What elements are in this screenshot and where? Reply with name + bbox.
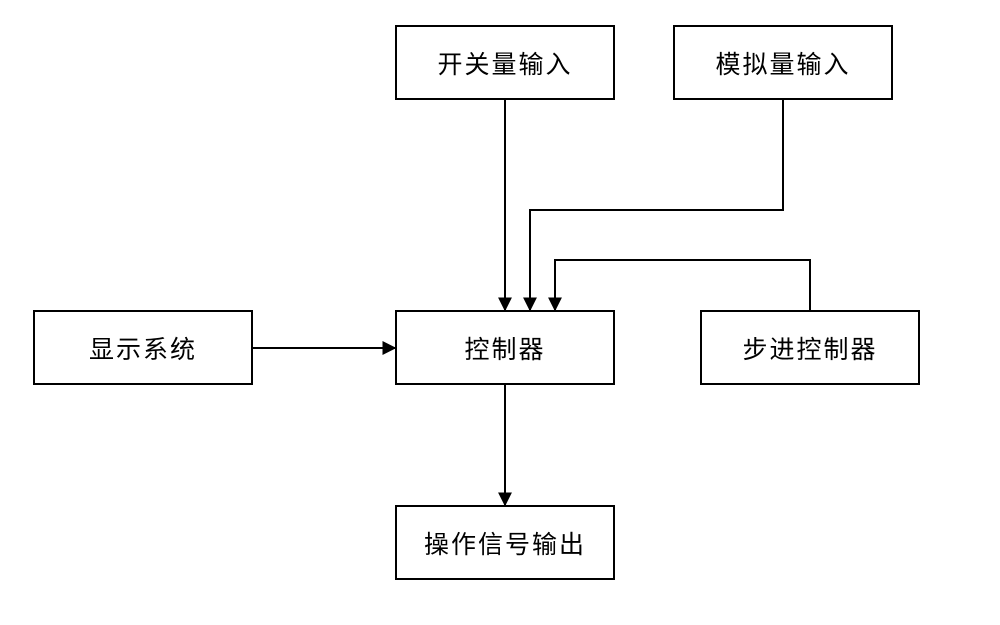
node-label: 开关量输入 [437,45,572,81]
node-display-system: 显示系统 [33,310,253,385]
node-step-controller: 步进控制器 [700,310,920,385]
node-label: 步进控制器 [742,330,877,366]
node-label: 显示系统 [89,330,197,366]
node-analog-input: 模拟量输入 [673,25,893,100]
edge [555,260,810,310]
diagram-canvas: 开关量输入 模拟量输入 显示系统 控制器 步进控制器 操作信号输出 [0,0,1000,625]
node-label: 模拟量输入 [715,45,850,81]
node-controller: 控制器 [395,310,615,385]
edge [530,100,783,310]
node-label: 操作信号输出 [424,525,586,561]
node-label: 控制器 [464,330,545,366]
node-op-output: 操作信号输出 [395,505,615,580]
node-switch-input: 开关量输入 [395,25,615,100]
